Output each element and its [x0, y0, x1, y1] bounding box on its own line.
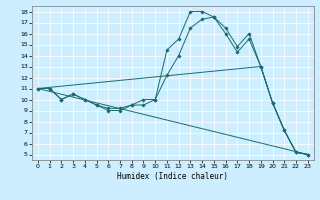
X-axis label: Humidex (Indice chaleur): Humidex (Indice chaleur) — [117, 172, 228, 181]
